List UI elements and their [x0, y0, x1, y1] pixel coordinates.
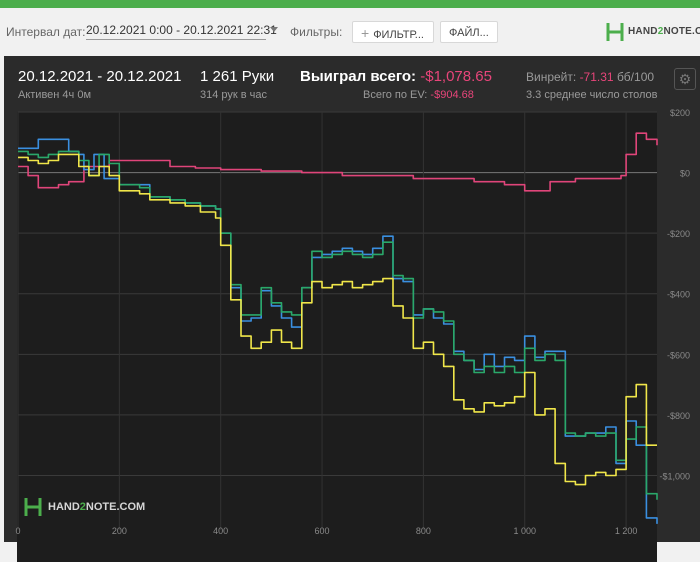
filters-toolbar: Интервал дат: 20.12.2021 0:00 - 20.12.20…	[0, 8, 700, 56]
x-tick-label: 0	[15, 526, 20, 536]
y-tick-label: -$600	[667, 350, 690, 360]
y-tick-label: -$400	[667, 290, 690, 300]
x-tick-label: 200	[112, 526, 127, 536]
series-line-red	[18, 132, 658, 192]
report-panel: 20.12.2021 - 20.12.2021 Активен 4ч 0м 1 …	[4, 56, 700, 562]
y-axis-ticks: $200 $0 -$200 -$400 -$600 -$800 -$1,000	[659, 108, 690, 481]
hands-per-hour: 314 рук в час	[200, 89, 268, 101]
x-tick-label: 400	[213, 526, 228, 536]
y-tick-label: $0	[680, 169, 690, 179]
won-label: Выиграл всего:	[300, 68, 417, 85]
date-range-select[interactable]: 20.12.2021 0:00 - 20.12.2021 22:31	[86, 23, 277, 40]
y-tick-label: -$800	[667, 411, 690, 421]
x-tick-label: 1 200	[615, 526, 638, 536]
add-filter-button[interactable]: + ФИЛЬТР...	[352, 21, 434, 43]
logo-text: HAND2NOTE.COM	[628, 26, 700, 37]
date-interval-label: Интервал дат:	[6, 25, 86, 39]
file-filter-label: ФАЙЛ...	[449, 27, 489, 39]
hands-count: 1 261 Руки	[200, 68, 275, 85]
chart-lines	[18, 132, 658, 524]
ev-total: Всего по EV: -$904.68	[363, 89, 474, 101]
series-line-blue	[18, 138, 658, 524]
top-accent-bar	[0, 0, 700, 8]
y-tick-label: -$1,000	[659, 471, 690, 481]
chart-grid	[17, 111, 657, 530]
watermark-logo-icon	[24, 498, 42, 516]
series-line-yellow	[18, 153, 657, 486]
won-total: Выиграл всего: -$1,078.65	[300, 68, 492, 85]
hand2note-logo-icon	[606, 23, 624, 41]
x-tick-label: 800	[416, 526, 431, 536]
filters-label: Фильтры:	[290, 25, 343, 39]
series-line-green	[18, 150, 658, 500]
watermark-text: HAND2NOTE.COM	[48, 501, 146, 513]
winrate-label: Винрейт:	[526, 70, 577, 84]
x-tick-label: 1 000	[513, 526, 536, 536]
x-axis-ticks: 0 200 400 600 800 1 000 1 200	[15, 526, 637, 536]
winrate-unit: бб/100	[616, 70, 655, 84]
plus-icon: +	[361, 25, 370, 41]
y-tick-label: -$200	[667, 229, 690, 239]
won-value: -$1,078.65	[420, 68, 492, 85]
chevron-down-icon[interactable]	[270, 27, 278, 32]
winrate: Винрейт: -71.31 бб/100	[526, 70, 654, 84]
tables-note: 3.3 среднее число столов	[526, 89, 658, 101]
gear-icon[interactable]: ⚙	[674, 68, 696, 90]
file-filter-button[interactable]: ФАЙЛ...	[440, 21, 498, 43]
winrate-value: -71.31	[579, 70, 614, 84]
ev-label: Всего по EV:	[363, 89, 428, 101]
active-time: Активен 4ч 0м	[18, 89, 92, 101]
profit-chart: $200 $0 -$200 -$400 -$600 -$800 -$1,000 0 200 40…	[15, 108, 690, 536]
x-tick-label: 600	[315, 526, 330, 536]
summary-date-range: 20.12.2021 - 20.12.2021	[18, 68, 182, 85]
ev-value: -$904.68	[430, 89, 474, 101]
hand2note-logo: HAND2NOTE.COM	[606, 22, 700, 44]
y-tick-label: $200	[670, 108, 690, 118]
add-filter-label: ФИЛЬТР...	[373, 29, 424, 41]
